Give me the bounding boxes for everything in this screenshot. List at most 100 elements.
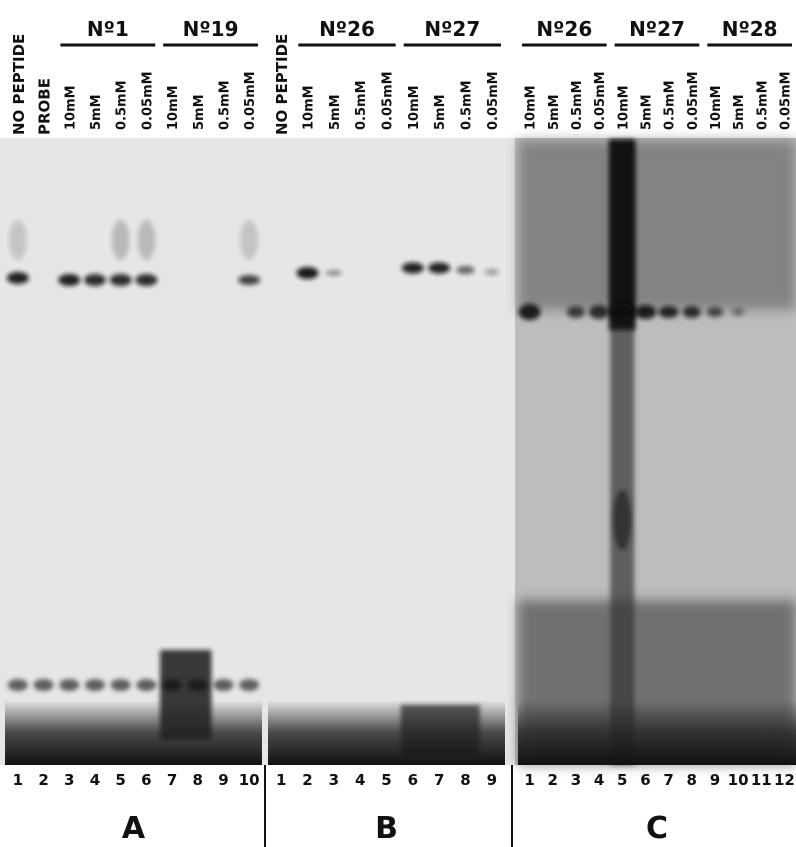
- band: [589, 305, 610, 319]
- concentration-label: 10mM: [524, 85, 539, 130]
- band: [109, 274, 132, 286]
- concentration-label: 5mM: [433, 94, 448, 130]
- band: [296, 267, 319, 279]
- lane-number: 6: [141, 771, 151, 789]
- lane-number: 2: [548, 771, 558, 789]
- concentration-label: 10mM: [166, 85, 181, 130]
- lane-label: PROBE: [36, 78, 54, 135]
- lane-number: 12: [774, 771, 795, 789]
- lane-number: 5: [617, 771, 627, 789]
- band: [566, 306, 585, 318]
- concentration-label: 0.5mM: [460, 80, 475, 130]
- concentration-label: 0.05mM: [686, 71, 701, 130]
- band: [33, 679, 54, 691]
- lane-number: 7: [663, 771, 673, 789]
- concentration-label: 0.05mM: [140, 71, 155, 130]
- band: [111, 220, 130, 260]
- lane-number: 5: [115, 771, 125, 789]
- lane-number: 8: [193, 771, 203, 789]
- concentration-label: 0.05mM: [486, 71, 501, 130]
- band: [7, 679, 28, 691]
- lane-number: 4: [90, 771, 100, 789]
- lane-label: NO PEPTIDE: [273, 34, 291, 135]
- group-label: Nº27: [424, 17, 480, 41]
- lane-number: 1: [524, 771, 534, 789]
- lane-number: 9: [487, 771, 497, 789]
- group-label: Nº26: [536, 17, 592, 41]
- lane-number: 10: [239, 771, 260, 789]
- band: [401, 262, 424, 274]
- band: [6, 272, 29, 284]
- concentration-label: 5mM: [89, 94, 104, 130]
- concentration-label: 0.5mM: [354, 80, 369, 130]
- band: [325, 270, 342, 276]
- lane-number: 4: [355, 771, 365, 789]
- band: [240, 220, 259, 260]
- band: [84, 679, 105, 691]
- lane-number: 3: [64, 771, 74, 789]
- band: [456, 266, 475, 274]
- lane-number: 6: [640, 771, 650, 789]
- concentration-label: 0.05mM: [243, 71, 258, 130]
- concentration-label: 0.05mM: [381, 71, 396, 130]
- band: [136, 679, 157, 691]
- concentration-label: 5mM: [732, 94, 747, 130]
- group-label: Nº26: [319, 17, 375, 41]
- panel-letter: A: [122, 811, 146, 846]
- band: [484, 269, 499, 275]
- lane-number: 6: [408, 771, 418, 789]
- band: [239, 679, 260, 691]
- gel-bottom: [518, 700, 796, 765]
- lane-number: 7: [167, 771, 177, 789]
- band: [682, 306, 701, 318]
- concentration-label: 0.05mM: [593, 71, 608, 130]
- concentration-label: 5mM: [547, 94, 562, 130]
- concentration-label: 0.05mM: [778, 71, 793, 130]
- band: [59, 679, 80, 691]
- panel-letter: B: [375, 811, 398, 846]
- concentration-label: 5mM: [192, 94, 207, 130]
- group-label: Nº28: [722, 17, 778, 41]
- band: [213, 679, 234, 691]
- lane-label: NO PEPTIDE: [10, 34, 28, 135]
- lane-number: 10: [728, 771, 749, 789]
- lane-number: 1: [13, 771, 23, 789]
- band: [8, 220, 27, 260]
- group-label: Nº27: [629, 17, 685, 41]
- smear: [518, 140, 796, 310]
- lane-number: 3: [571, 771, 581, 789]
- lane-number: 8: [687, 771, 697, 789]
- concentration-label: 0.5mM: [755, 80, 770, 130]
- gel-bottom: [268, 700, 505, 765]
- smear: [609, 140, 636, 330]
- concentration-label: 0.5mM: [217, 80, 232, 130]
- band: [83, 274, 106, 286]
- gel-bottom: [5, 700, 262, 765]
- band: [658, 306, 679, 318]
- band: [135, 274, 158, 286]
- group-label: Nº19: [183, 17, 239, 41]
- lane-number: 9: [218, 771, 228, 789]
- band: [428, 262, 451, 274]
- band: [58, 274, 81, 286]
- lane-number: 2: [38, 771, 48, 789]
- lane-number: 3: [329, 771, 339, 789]
- lane-number: 4: [594, 771, 604, 789]
- concentration-label: 0.5mM: [115, 80, 130, 130]
- lane-number: 7: [434, 771, 444, 789]
- concentration-label: 5mM: [328, 94, 343, 130]
- band: [137, 220, 156, 260]
- concentration-label: 10mM: [63, 85, 78, 130]
- lane-number: 2: [302, 771, 312, 789]
- concentration-label: 5mM: [639, 94, 654, 130]
- panel-letter: C: [646, 811, 668, 846]
- band: [518, 304, 541, 320]
- concentration-label: 0.5mM: [663, 80, 678, 130]
- lane-number: 11: [751, 771, 772, 789]
- concentration-label: 10mM: [709, 85, 724, 130]
- band: [609, 303, 636, 321]
- band: [732, 308, 745, 316]
- band: [634, 305, 657, 319]
- band: [238, 275, 261, 285]
